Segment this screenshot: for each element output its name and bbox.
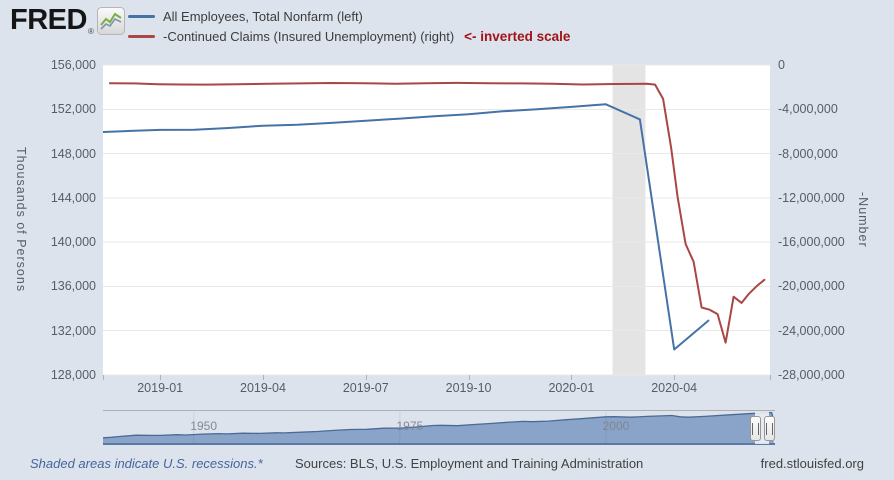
legend-swatch-nonfarm <box>128 14 155 18</box>
footer-recession-note-link[interactable]: Shaded areas indicate U.S. recessions.* <box>30 456 263 471</box>
x-axis-tick-mark <box>160 375 161 380</box>
x-axis-tick-label: 2020-04 <box>651 381 698 395</box>
x-axis-tick-mark <box>366 375 367 380</box>
handle-grip-icon <box>765 422 773 435</box>
y-axis-right-tick-label: -12,000,000 <box>778 190 845 205</box>
y-axis-right-tick-label: -24,000,000 <box>778 323 845 338</box>
x-axis-tick-mark <box>571 375 572 380</box>
slider-separator <box>103 410 775 411</box>
legend-label-claims: -Continued Claims (Insured Unemployment)… <box>163 28 455 44</box>
y-axis-right-title: -Number <box>856 192 870 248</box>
y-axis-left-tick-label: 140,000 <box>50 235 96 250</box>
x-axis-tick-label: 2019-07 <box>342 381 389 395</box>
y-axis-right-tick-label: -20,000,000 <box>778 279 845 294</box>
x-axis-tick-mark <box>469 375 470 380</box>
footer-site-link[interactable]: fred.stlouisfed.org <box>760 456 864 471</box>
handle-grip-icon <box>751 422 759 435</box>
slider-handle-left[interactable] <box>749 416 761 441</box>
legend-item-claims: -Continued Claims (Insured Unemployment)… <box>128 26 570 46</box>
slider-area-fill <box>103 412 774 444</box>
x-axis-tick-label: 2020-01 <box>548 381 595 395</box>
y-axis-left-tick-label: 152,000 <box>50 102 96 117</box>
x-axis-tick-label: 2019-10 <box>445 381 492 395</box>
x-axis-tick-mark <box>770 375 771 380</box>
series-line-nonfarm <box>103 103 710 351</box>
y-axis-left-title: Thousands of Persons <box>14 147 28 293</box>
legend-item-nonfarm: All Employees, Total Nonfarm (left) <box>128 6 570 26</box>
fred-logo[interactable]: FRED ® <box>10 4 125 40</box>
legend-swatch-claims <box>128 34 155 38</box>
y-axis-left-tick-label: 156,000 <box>50 58 96 72</box>
y-axis-left-tick-label: 128,000 <box>50 368 96 382</box>
y-axis-right-tick-label: -28,000,000 <box>778 368 845 382</box>
y-axis-left-tick-label: 136,000 <box>50 279 96 294</box>
y-axis-right-tick-label: -8,000,000 <box>778 146 838 161</box>
footer-sources: Sources: BLS, U.S. Employment and Traini… <box>295 456 644 471</box>
recession-band <box>612 65 646 375</box>
slider-year-label: 1950 <box>190 419 218 433</box>
inverted-scale-annotation: <- inverted scale <box>464 28 571 44</box>
x-axis-tick-label: 2019-01 <box>137 381 184 395</box>
slider-year-label: 1975 <box>396 419 424 433</box>
x-axis-tick-mark <box>674 375 675 380</box>
y-axis-right-tick-label: 0 <box>778 58 785 72</box>
fred-sparkline-icon <box>96 7 125 40</box>
slider-year-label: 2000 <box>602 419 630 433</box>
chart-legend: All Employees, Total Nonfarm (left) -Con… <box>128 6 570 46</box>
legend-label-nonfarm: All Employees, Total Nonfarm (left) <box>163 8 363 24</box>
y-axis-right-tick-label: -4,000,000 <box>778 102 838 117</box>
series-line-claims <box>108 81 766 344</box>
y-axis-left-tick-label: 144,000 <box>50 190 96 205</box>
y-axis-left-tick-label: 132,000 <box>50 323 96 338</box>
slider-handle-right[interactable] <box>763 416 775 441</box>
y-axis-left-tick-label: 148,000 <box>50 146 96 161</box>
x-axis-tick-mark <box>103 375 104 380</box>
registered-trademark: ® <box>87 27 94 36</box>
x-axis-tick-label: 2019-04 <box>240 381 286 395</box>
fred-logo-text: FRED <box>10 4 87 36</box>
y-axis-right-tick-label: -16,000,000 <box>778 235 845 250</box>
slider-area-line <box>102 411 774 439</box>
x-axis-tick-mark <box>263 375 264 380</box>
